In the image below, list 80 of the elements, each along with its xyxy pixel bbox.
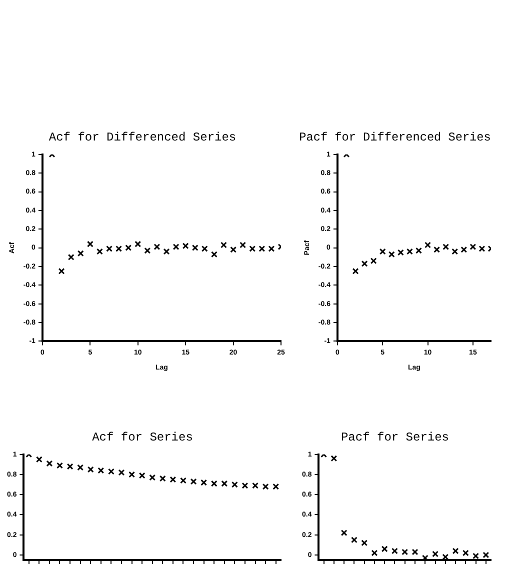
point	[172, 244, 180, 250]
point	[231, 481, 238, 488]
point	[352, 268, 359, 274]
point	[361, 260, 368, 267]
point	[201, 246, 208, 252]
point	[77, 250, 84, 257]
point	[87, 466, 94, 473]
point	[68, 254, 74, 260]
point	[452, 248, 458, 255]
point	[77, 464, 84, 471]
point	[424, 242, 432, 248]
point	[442, 244, 450, 250]
point	[412, 548, 418, 556]
point	[180, 477, 186, 484]
chart-title: Pacf for Differenced Series	[299, 130, 491, 144]
point	[432, 550, 438, 558]
point	[210, 251, 218, 258]
point	[370, 258, 377, 264]
chart-title: Pacf for Series	[340, 430, 450, 444]
point	[210, 480, 218, 487]
point	[470, 244, 476, 250]
point	[125, 244, 132, 252]
point	[190, 478, 197, 485]
point	[397, 249, 404, 256]
point	[220, 242, 227, 248]
point	[106, 246, 112, 252]
point	[478, 246, 486, 252]
point	[434, 246, 440, 253]
point	[108, 468, 114, 475]
point	[134, 240, 142, 248]
point	[221, 480, 228, 487]
point	[149, 474, 156, 481]
point	[462, 550, 469, 556]
point	[159, 475, 166, 482]
point	[272, 483, 280, 490]
point	[144, 247, 151, 254]
point	[340, 530, 348, 536]
point	[36, 456, 42, 463]
point	[96, 248, 103, 255]
point	[388, 251, 395, 258]
point	[128, 471, 136, 478]
point	[230, 246, 237, 253]
point	[86, 240, 94, 248]
point	[46, 460, 53, 467]
point	[242, 482, 248, 489]
point	[163, 248, 170, 255]
point	[58, 268, 65, 274]
point	[330, 455, 338, 462]
point	[116, 246, 122, 252]
point	[56, 462, 63, 469]
point	[361, 540, 368, 546]
point	[379, 248, 386, 255]
point	[406, 248, 413, 255]
point	[452, 548, 459, 554]
point	[118, 469, 125, 476]
point	[472, 552, 480, 560]
point	[66, 463, 74, 470]
point	[268, 246, 275, 252]
chart-title: Acf for Differenced Series	[48, 130, 236, 144]
chart-title: Acf for Series	[92, 430, 193, 444]
point	[192, 244, 198, 252]
point	[350, 536, 358, 544]
point	[98, 467, 104, 474]
point	[170, 476, 176, 483]
point	[392, 548, 398, 554]
point	[381, 546, 388, 552]
point	[252, 482, 258, 489]
point	[240, 242, 246, 248]
point	[258, 246, 266, 252]
point	[154, 244, 160, 250]
point	[460, 246, 468, 253]
point	[249, 246, 256, 252]
point	[200, 479, 208, 486]
point	[138, 472, 146, 479]
point	[416, 247, 422, 254]
point	[371, 550, 378, 556]
point	[402, 548, 408, 556]
point	[262, 483, 269, 490]
point	[482, 552, 490, 558]
point	[182, 242, 189, 250]
